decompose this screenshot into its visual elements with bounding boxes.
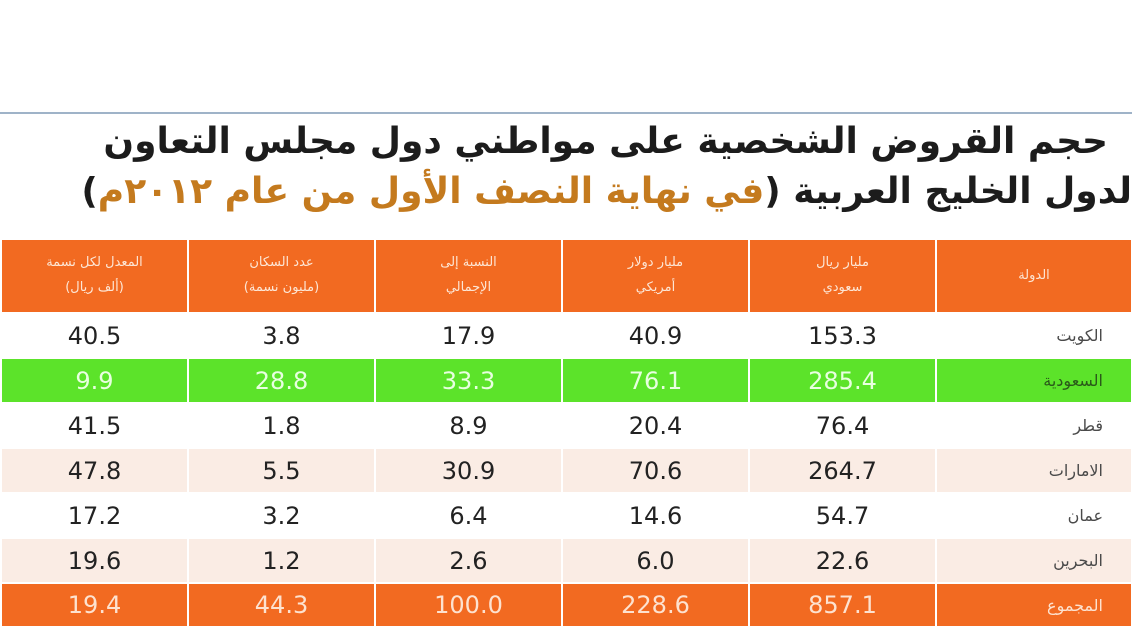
table-row: قطر 76.4 20.4 8.9 1.8 41.5 xyxy=(0,402,1133,449)
cell-population: 44.3 xyxy=(187,582,376,628)
title-line-2-accent: في نهاية النصف الأول من عام ٢٠١٢م xyxy=(97,171,765,212)
cell-population: 1.2 xyxy=(187,537,376,584)
cell-sar-bn: 857.1 xyxy=(748,582,937,628)
top-divider xyxy=(0,112,1132,114)
cell-per-capita: 47.8 xyxy=(0,447,189,494)
header-share: النسبة إلى الإجمالي xyxy=(374,238,563,314)
cell-usd-bn: 20.4 xyxy=(561,402,750,449)
title-line-2: لدول الخليج العربية (في نهاية النصف الأو… xyxy=(81,174,1132,210)
cell-sar-bn: 264.7 xyxy=(748,447,937,494)
cell-per-capita: 40.5 xyxy=(0,312,189,359)
table-row: الكويت 153.3 40.9 17.9 3.8 40.5 xyxy=(0,312,1133,359)
cell-per-capita: 19.4 xyxy=(0,582,189,628)
header-sar-bn: مليار ريال سعودي xyxy=(748,238,937,314)
cell-share: 100.0 xyxy=(374,582,563,628)
title-block: حجم القروض الشخصية على مواطني دول مجلس ا… xyxy=(0,118,1132,236)
cell-country: السعودية xyxy=(935,357,1133,404)
cell-country: البحرين xyxy=(935,537,1133,584)
cell-country: قطر xyxy=(935,402,1133,449)
table-body: الكويت 153.3 40.9 17.9 3.8 40.5 السعودية… xyxy=(0,312,1133,628)
cell-share: 33.3 xyxy=(374,357,563,404)
cell-usd-bn: 14.6 xyxy=(561,492,750,539)
table-row: الامارات 264.7 70.6 30.9 5.5 47.8 xyxy=(0,447,1133,494)
cell-country: الامارات xyxy=(935,447,1133,494)
cell-population: 28.8 xyxy=(187,357,376,404)
header-country: الدولة xyxy=(935,238,1133,314)
cell-per-capita: 41.5 xyxy=(0,402,189,449)
cell-country: المجموع xyxy=(935,582,1133,628)
cell-population: 5.5 xyxy=(187,447,376,494)
loans-table: الدولة مليار ريال سعودي مليار دولار أمريكي… xyxy=(0,238,1133,628)
title-line-1: حجم القروض الشخصية على مواطني دول مجلس ا… xyxy=(103,121,1108,162)
cell-country: عمان xyxy=(935,492,1133,539)
cell-share: 8.9 xyxy=(374,402,563,449)
cell-usd-bn: 76.1 xyxy=(561,357,750,404)
cell-usd-bn: 228.6 xyxy=(561,582,750,628)
header-usd-bn: مليار دولار أمريكي xyxy=(561,238,750,314)
header-per-capita: المعدل لكل نسمة (ألف ريال) xyxy=(0,238,189,314)
cell-sar-bn: 22.6 xyxy=(748,537,937,584)
header-population: عدد السكان (مليون نسمة) xyxy=(187,238,376,314)
loans-table-wrapper: الدولة مليار ريال سعودي مليار دولار أمريكي… xyxy=(0,238,1133,641)
cell-country: الكويت xyxy=(935,312,1133,359)
cell-share: 2.6 xyxy=(374,537,563,584)
cell-usd-bn: 40.9 xyxy=(561,312,750,359)
table-header-row: الدولة مليار ريال سعودي مليار دولار أمريكي… xyxy=(0,238,1133,314)
cell-population: 3.2 xyxy=(187,492,376,539)
cell-sar-bn: 153.3 xyxy=(748,312,937,359)
cell-population: 3.8 xyxy=(187,312,376,359)
cell-usd-bn: 70.6 xyxy=(561,447,750,494)
table-row: عمان 54.7 14.6 6.4 3.2 17.2 xyxy=(0,492,1133,539)
table-total-row: المجموع 857.1 228.6 100.0 44.3 19.4 xyxy=(0,582,1133,628)
cell-per-capita: 9.9 xyxy=(0,357,189,404)
cell-per-capita: 19.6 xyxy=(0,537,189,584)
cell-sar-bn: 76.4 xyxy=(748,402,937,449)
cell-share: 30.9 xyxy=(374,447,563,494)
title-line-2-suffix: ) xyxy=(81,171,98,212)
table-row-highlighted: السعودية 285.4 76.1 33.3 28.8 9.9 xyxy=(0,357,1133,404)
table-row: البحرين 22.6 6.0 2.6 1.2 19.6 xyxy=(0,537,1133,584)
cell-population: 1.8 xyxy=(187,402,376,449)
cell-sar-bn: 54.7 xyxy=(748,492,937,539)
cell-share: 17.9 xyxy=(374,312,563,359)
cell-share: 6.4 xyxy=(374,492,563,539)
cell-per-capita: 17.2 xyxy=(0,492,189,539)
cell-sar-bn: 285.4 xyxy=(748,357,937,404)
cell-usd-bn: 6.0 xyxy=(561,537,750,584)
title-line-2-prefix: لدول الخليج العربية ( xyxy=(764,171,1132,212)
